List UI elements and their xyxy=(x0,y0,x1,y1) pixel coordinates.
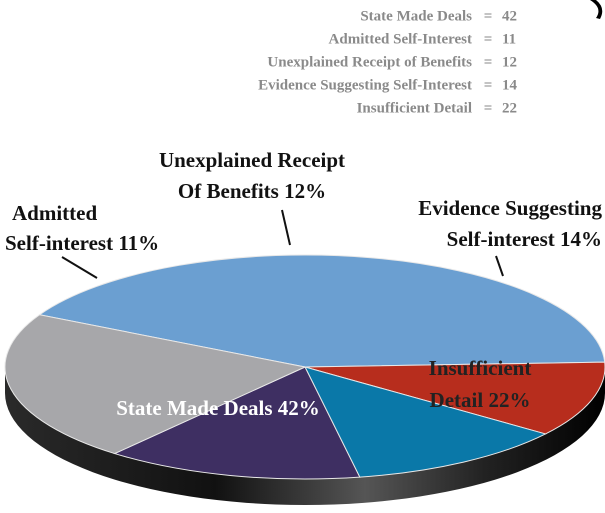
slice-label: Self-interest 11% xyxy=(5,231,159,255)
legend-separator: = xyxy=(484,31,493,47)
leader-line xyxy=(495,255,504,277)
legend-name: Evidence Suggesting Self-Interest xyxy=(258,77,472,93)
pie xyxy=(4,254,605,505)
pie-slice xyxy=(38,254,605,368)
legend-value: 12 xyxy=(502,54,517,70)
legend-value: 22 xyxy=(502,100,517,116)
pie-side xyxy=(5,367,605,505)
legend-name: Unexplained Receipt of Benefits xyxy=(267,54,472,70)
leader-line xyxy=(61,256,98,279)
slice-label: Evidence Suggesting xyxy=(418,196,602,220)
slice-label: Unexplained Receipt xyxy=(159,148,345,172)
pie-slice xyxy=(113,366,361,480)
legend: State Made Deals = 42 Admitted Self-Interes… xyxy=(258,8,517,116)
slice-label: State Made Deals 42% xyxy=(116,396,320,420)
slice-label: Detail 22% xyxy=(430,388,531,412)
legend-value: 42 xyxy=(502,8,517,24)
pie-slice xyxy=(304,366,547,478)
slice-label: Admitted xyxy=(12,201,97,225)
slice-labels: State Made Deals 42% Admitted Self-interes… xyxy=(5,148,602,420)
pie-slice xyxy=(4,314,307,455)
legend-value: 11 xyxy=(502,31,516,47)
legend-name: State Made Deals xyxy=(360,8,472,24)
leader-line xyxy=(281,209,291,246)
legend-value: 14 xyxy=(502,77,518,93)
legend-separator: = xyxy=(484,77,493,93)
legend-name: Insufficient Detail xyxy=(357,100,472,116)
slice-label: Insufficient xyxy=(429,356,532,380)
legend-separator: = xyxy=(484,8,493,24)
slice-label: Of Benefits 12% xyxy=(178,179,326,203)
legend-separator: = xyxy=(484,100,493,116)
decoration xyxy=(590,0,603,19)
slice-label: Self-interest 14% xyxy=(447,227,602,251)
legend-name: Admitted Self-Interest xyxy=(329,31,472,47)
legend-separator: = xyxy=(484,54,493,70)
